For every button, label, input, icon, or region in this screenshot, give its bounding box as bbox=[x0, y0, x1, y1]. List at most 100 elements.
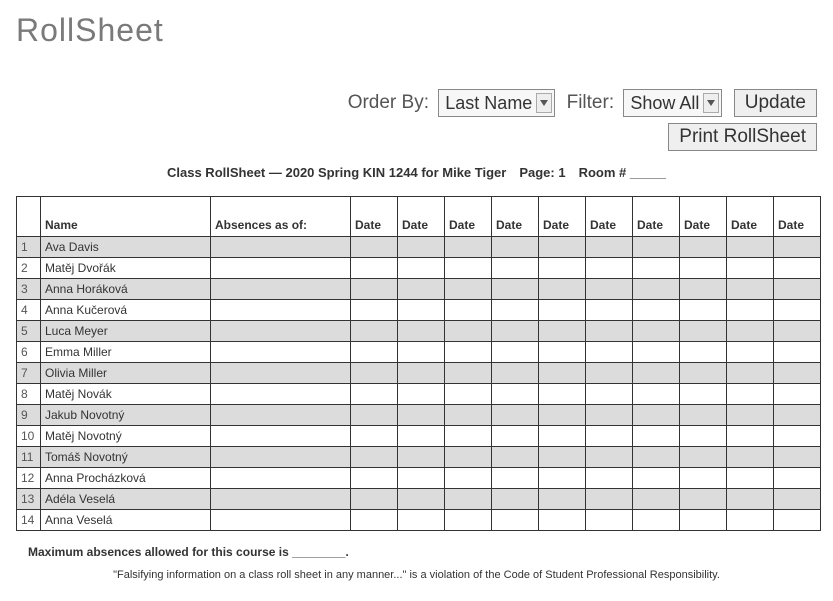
date-cell bbox=[539, 405, 586, 426]
date-cell bbox=[586, 300, 633, 321]
date-cell bbox=[586, 447, 633, 468]
row-number: 5 bbox=[17, 321, 41, 342]
date-cell bbox=[398, 279, 445, 300]
date-cell bbox=[445, 237, 492, 258]
col-header-date: Date bbox=[586, 197, 633, 237]
date-cell bbox=[492, 342, 539, 363]
update-button[interactable]: Update bbox=[734, 89, 817, 117]
table-row: 10Matěj Novotný bbox=[17, 426, 821, 447]
date-cell bbox=[727, 321, 774, 342]
date-cell bbox=[633, 363, 680, 384]
disclaimer-note: "Falsifying information on a class roll … bbox=[16, 569, 817, 581]
student-name: Luca Meyer bbox=[41, 321, 211, 342]
date-cell bbox=[586, 489, 633, 510]
row-number: 12 bbox=[17, 468, 41, 489]
student-name: Anna Kučerová bbox=[41, 300, 211, 321]
filter-value: Show All bbox=[630, 93, 699, 114]
date-cell bbox=[445, 384, 492, 405]
date-cell bbox=[398, 468, 445, 489]
date-cell bbox=[727, 342, 774, 363]
date-cell bbox=[351, 363, 398, 384]
student-name: Adéla Veselá bbox=[41, 489, 211, 510]
absences-cell bbox=[211, 510, 351, 531]
col-header-date: Date bbox=[680, 197, 727, 237]
date-cell bbox=[351, 426, 398, 447]
date-cell bbox=[586, 384, 633, 405]
controls-bar: Order By: Last Name Filter: Show All Upd… bbox=[16, 89, 817, 151]
date-cell bbox=[539, 447, 586, 468]
date-cell bbox=[680, 510, 727, 531]
date-cell bbox=[398, 342, 445, 363]
chevron-down-icon[interactable] bbox=[536, 93, 552, 113]
date-cell bbox=[445, 258, 492, 279]
date-cell bbox=[586, 321, 633, 342]
student-name: Matěj Novotný bbox=[41, 426, 211, 447]
date-cell bbox=[774, 510, 821, 531]
date-cell bbox=[680, 447, 727, 468]
table-row: 3Anna Horáková bbox=[17, 279, 821, 300]
date-cell bbox=[351, 258, 398, 279]
date-cell bbox=[445, 489, 492, 510]
date-cell bbox=[445, 300, 492, 321]
table-row: 4Anna Kučerová bbox=[17, 300, 821, 321]
date-cell bbox=[351, 468, 398, 489]
student-name: Tomáš Novotný bbox=[41, 447, 211, 468]
col-header-date: Date bbox=[351, 197, 398, 237]
date-cell bbox=[727, 384, 774, 405]
date-cell bbox=[398, 300, 445, 321]
date-cell bbox=[351, 384, 398, 405]
date-cell bbox=[586, 237, 633, 258]
date-cell bbox=[633, 510, 680, 531]
table-row: 11Tomáš Novotný bbox=[17, 447, 821, 468]
date-cell bbox=[633, 279, 680, 300]
date-cell bbox=[398, 363, 445, 384]
student-name: Ava Davis bbox=[41, 237, 211, 258]
row-number: 10 bbox=[17, 426, 41, 447]
order-by-select[interactable]: Last Name bbox=[438, 89, 555, 117]
date-cell bbox=[633, 468, 680, 489]
date-cell bbox=[680, 363, 727, 384]
date-cell bbox=[539, 426, 586, 447]
date-cell bbox=[398, 447, 445, 468]
absences-cell bbox=[211, 300, 351, 321]
date-cell bbox=[680, 321, 727, 342]
date-cell bbox=[398, 426, 445, 447]
print-rollsheet-button[interactable]: Print RollSheet bbox=[668, 123, 817, 151]
date-cell bbox=[680, 426, 727, 447]
date-cell bbox=[492, 258, 539, 279]
date-cell bbox=[680, 342, 727, 363]
date-cell bbox=[398, 321, 445, 342]
student-name: Matěj Novák bbox=[41, 384, 211, 405]
date-cell bbox=[727, 237, 774, 258]
date-cell bbox=[774, 468, 821, 489]
date-cell bbox=[774, 300, 821, 321]
date-cell bbox=[445, 363, 492, 384]
date-cell bbox=[351, 300, 398, 321]
table-row: 6Emma Miller bbox=[17, 342, 821, 363]
date-cell bbox=[633, 258, 680, 279]
date-cell bbox=[539, 279, 586, 300]
date-cell bbox=[398, 489, 445, 510]
table-row: 8Matěj Novák bbox=[17, 384, 821, 405]
chevron-down-icon[interactable] bbox=[703, 93, 719, 113]
date-cell bbox=[633, 342, 680, 363]
student-name: Jakub Novotný bbox=[41, 405, 211, 426]
date-cell bbox=[351, 489, 398, 510]
date-cell bbox=[586, 405, 633, 426]
date-cell bbox=[774, 489, 821, 510]
date-cell bbox=[774, 405, 821, 426]
date-cell bbox=[351, 342, 398, 363]
table-row: 1Ava Davis bbox=[17, 237, 821, 258]
date-cell bbox=[351, 510, 398, 531]
absences-cell bbox=[211, 279, 351, 300]
date-cell bbox=[539, 384, 586, 405]
date-cell bbox=[774, 426, 821, 447]
row-number: 11 bbox=[17, 447, 41, 468]
table-row: 13Adéla Veselá bbox=[17, 489, 821, 510]
date-cell bbox=[727, 300, 774, 321]
date-cell bbox=[539, 489, 586, 510]
filter-select[interactable]: Show All bbox=[623, 89, 722, 117]
date-cell bbox=[492, 405, 539, 426]
absences-cell bbox=[211, 489, 351, 510]
absences-cell bbox=[211, 342, 351, 363]
